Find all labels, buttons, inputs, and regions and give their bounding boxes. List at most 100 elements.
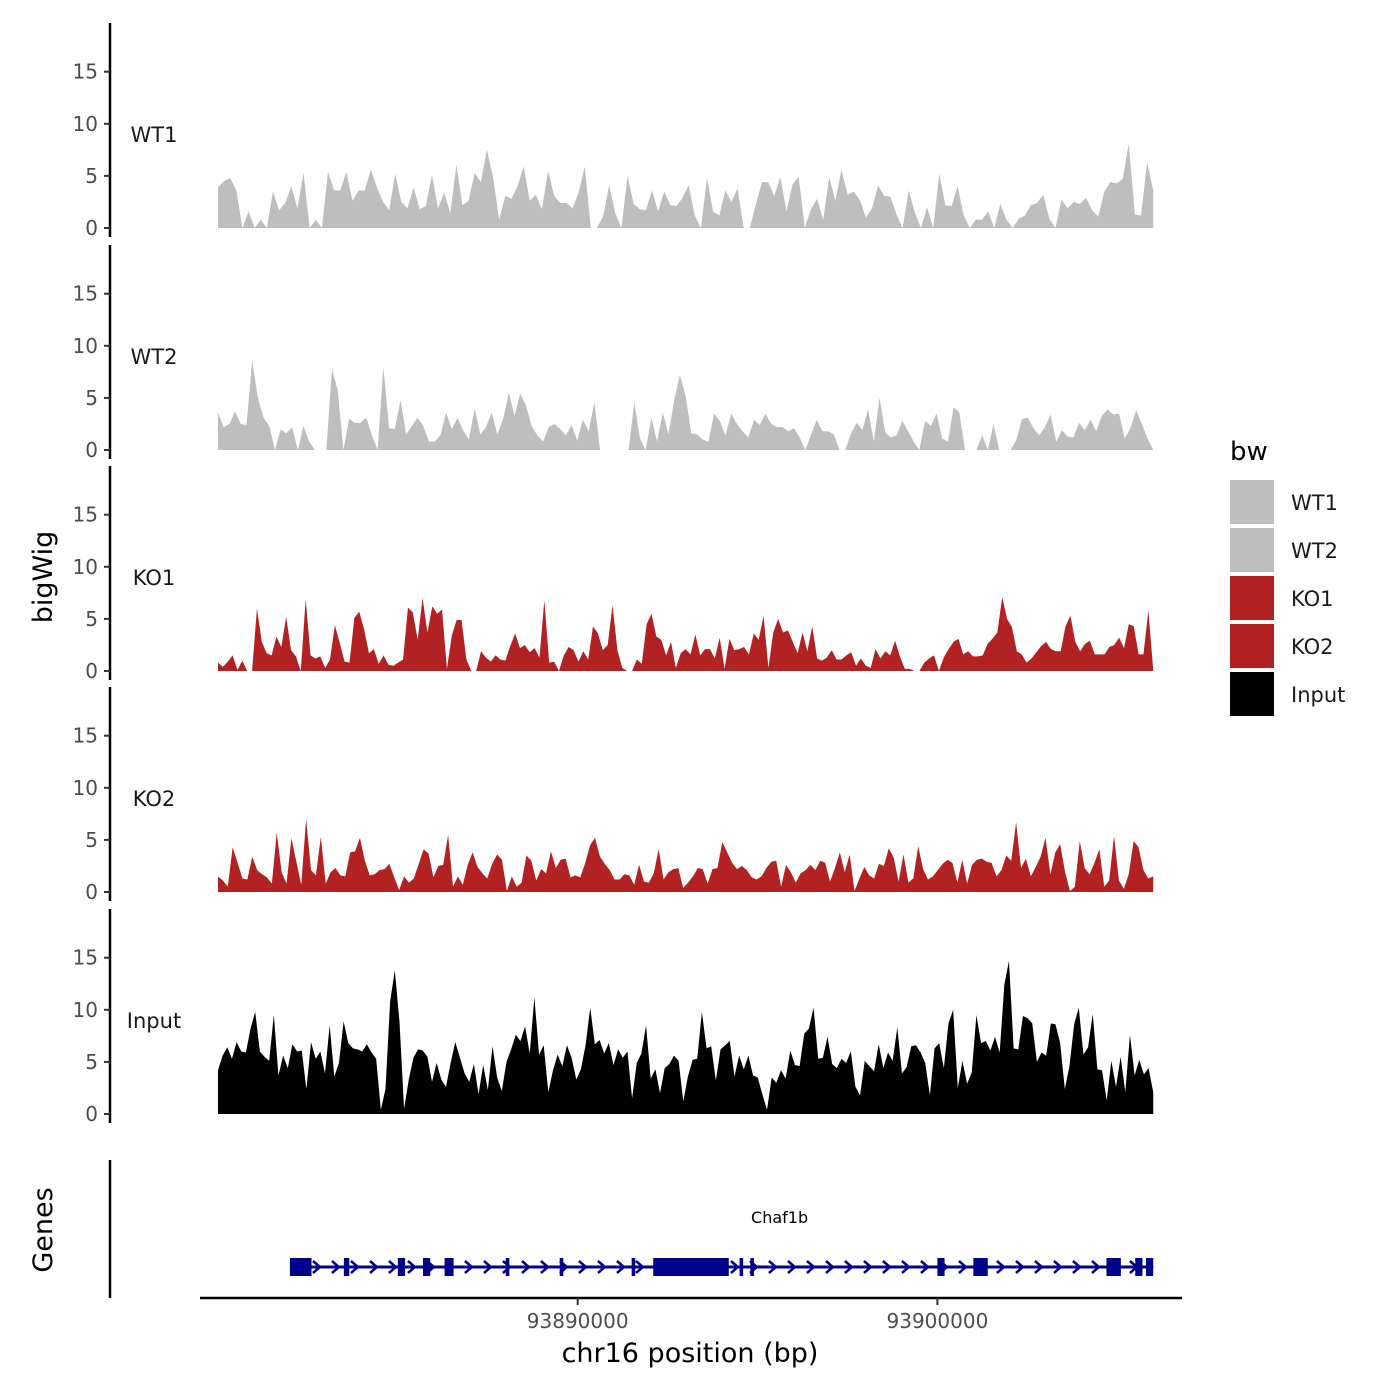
track-input: 0 5 10 15 Input bbox=[73, 909, 1154, 1126]
track-label: KO1 bbox=[133, 566, 176, 590]
strand-arrow bbox=[369, 1260, 379, 1274]
strand-arrow bbox=[1053, 1260, 1063, 1274]
strand-arrow bbox=[920, 1260, 930, 1274]
y-tick-label: 10 bbox=[73, 112, 98, 136]
y-tick-label: 0 bbox=[85, 880, 98, 904]
area-ko1 bbox=[217, 597, 1154, 671]
strand-arrow bbox=[635, 1260, 645, 1274]
y-tick-label: 15 bbox=[73, 724, 98, 748]
x-axis: 93890000 93900000 bbox=[200, 1296, 1182, 1333]
gene-exon bbox=[1146, 1258, 1154, 1276]
track-ko2: 0 5 10 15 KO2 bbox=[73, 687, 1154, 904]
strand-arrow bbox=[825, 1260, 835, 1274]
strand-arrow bbox=[407, 1260, 417, 1274]
track-label: KO2 bbox=[133, 787, 176, 811]
gene-exon bbox=[444, 1258, 454, 1276]
y-tick-label: 5 bbox=[85, 607, 98, 631]
strand-arrow bbox=[578, 1260, 588, 1274]
legend-swatch-wt1 bbox=[1230, 480, 1274, 524]
gene-exon bbox=[505, 1258, 510, 1276]
x-tick-label: 93900000 bbox=[887, 1309, 989, 1333]
legend-label-wt1: WT1 bbox=[1291, 491, 1338, 515]
strand-arrow bbox=[616, 1260, 626, 1274]
y-tick-label: 10 bbox=[73, 555, 98, 579]
strand-arrow bbox=[901, 1260, 911, 1274]
strand-arrow bbox=[730, 1260, 740, 1274]
track-wt1: 0 5 10 15 WT1 bbox=[73, 23, 1154, 240]
strand-arrow bbox=[331, 1260, 341, 1274]
y-tick-label: 15 bbox=[73, 946, 98, 970]
strand-arrow bbox=[597, 1260, 607, 1274]
track-ko1: 0 5 10 15 KO1 bbox=[73, 466, 1154, 683]
area-wt2 bbox=[217, 360, 1154, 450]
strand-arrow bbox=[1034, 1260, 1044, 1274]
gene-exon bbox=[343, 1258, 350, 1276]
track-label: WT2 bbox=[131, 345, 178, 369]
strand-arrow bbox=[958, 1260, 968, 1274]
strand-arrow bbox=[1015, 1260, 1025, 1274]
area-input bbox=[217, 960, 1154, 1114]
legend-swatch-ko2 bbox=[1230, 624, 1274, 668]
legend-label-ko1: KO1 bbox=[1291, 587, 1334, 611]
strand-arrow bbox=[540, 1260, 550, 1274]
y-tick-label: 10 bbox=[73, 998, 98, 1022]
gene-exon bbox=[631, 1258, 636, 1276]
y-tick-label: 10 bbox=[73, 776, 98, 800]
y-tick-label: 5 bbox=[85, 386, 98, 410]
strand-arrow bbox=[312, 1260, 322, 1274]
strand-arrow bbox=[806, 1260, 816, 1274]
legend-swatch-wt2 bbox=[1230, 528, 1274, 572]
gene-label: Chaf1b bbox=[751, 1208, 808, 1227]
strand-arrow bbox=[388, 1260, 398, 1274]
gene-exon bbox=[653, 1258, 729, 1276]
legend-title: bw bbox=[1230, 437, 1268, 467]
y-tick-label: 0 bbox=[85, 438, 98, 462]
legend-label-wt2: WT2 bbox=[1291, 539, 1338, 563]
y-tick-label: 15 bbox=[73, 503, 98, 527]
y-tick-label: 0 bbox=[85, 659, 98, 683]
strand-arrow bbox=[483, 1260, 493, 1274]
gene-exon bbox=[937, 1258, 945, 1276]
gene-exon bbox=[1135, 1258, 1143, 1276]
signal-tracks: 0 5 10 15 WT1 0 5 10 15 WT2 0 5 10 15 KO1 0 5 10 15 KO2 0 5 10… bbox=[73, 23, 1154, 1126]
strand-arrow bbox=[350, 1260, 360, 1274]
x-tick-label: 93890000 bbox=[527, 1309, 629, 1333]
strand-arrow bbox=[1091, 1260, 1101, 1274]
legend-swatch-input bbox=[1230, 672, 1274, 716]
genes-panel: Chaf1b bbox=[108, 1160, 1154, 1298]
strand-arrow bbox=[502, 1260, 512, 1274]
track-label: Input bbox=[127, 1009, 181, 1033]
gene-exon bbox=[559, 1258, 564, 1276]
strand-arrow bbox=[787, 1260, 797, 1274]
strand-arrow bbox=[882, 1260, 892, 1274]
strand-arrow bbox=[996, 1260, 1006, 1274]
gene-exon bbox=[750, 1258, 754, 1276]
y-tick-label: 15 bbox=[73, 282, 98, 306]
y-tick-label: 5 bbox=[85, 164, 98, 188]
strand-arrow bbox=[768, 1260, 778, 1274]
y-tick-label: 10 bbox=[73, 334, 98, 358]
y-tick-label: 15 bbox=[73, 60, 98, 84]
legend-label-ko2: KO2 bbox=[1291, 635, 1334, 659]
y-axis-title: bigWig bbox=[28, 531, 59, 624]
area-ko2 bbox=[217, 819, 1154, 892]
area-wt1 bbox=[217, 143, 1154, 228]
track-wt2: 0 5 10 15 WT2 bbox=[73, 245, 1154, 462]
legend: bw WT1 WT2 KO1 KO2 Input bbox=[1230, 437, 1345, 716]
gene-exon bbox=[289, 1258, 312, 1276]
strand-arrow bbox=[844, 1260, 854, 1274]
gene-exon bbox=[973, 1258, 988, 1276]
y-tick-label: 5 bbox=[85, 1050, 98, 1074]
x-axis-title: chr16 position (bp) bbox=[562, 1338, 819, 1369]
legend-label-input: Input bbox=[1291, 683, 1345, 707]
gene-exon bbox=[1106, 1258, 1121, 1276]
strand-arrow bbox=[464, 1260, 474, 1274]
strand-arrow bbox=[521, 1260, 531, 1274]
gene-exon bbox=[423, 1258, 431, 1276]
strand-arrow bbox=[1072, 1260, 1082, 1274]
track-label: WT1 bbox=[131, 123, 178, 147]
gene-exon bbox=[739, 1258, 744, 1276]
y-tick-label: 5 bbox=[85, 828, 98, 852]
legend-swatch-ko1 bbox=[1230, 576, 1274, 620]
